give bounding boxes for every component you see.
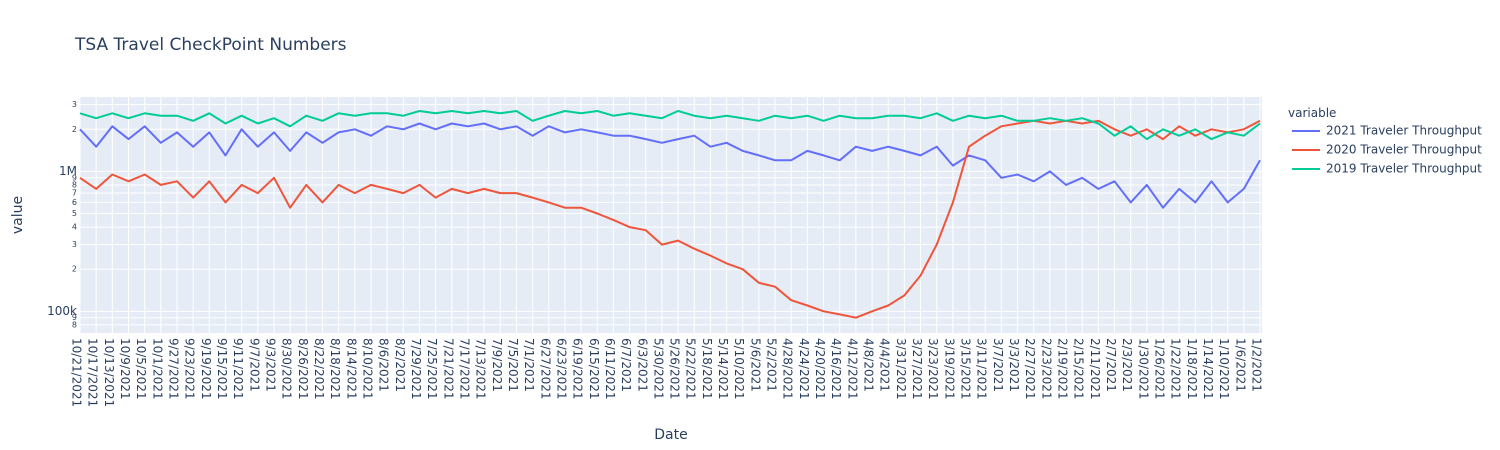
x-tick-label: 6/19/2021 — [571, 338, 585, 400]
x-tick-label: 5/6/2021 — [748, 338, 762, 392]
x-tick-label: 1/22/2021 — [1169, 338, 1183, 400]
x-tick-label: 5/22/2021 — [684, 338, 698, 400]
x-tick-label: 5/30/2021 — [651, 338, 665, 400]
x-tick-label: 4/20/2021 — [813, 338, 827, 400]
x-tick-label: 9/27/2021 — [166, 338, 180, 400]
x-tick-label: 10/1/2021 — [150, 338, 164, 400]
x-tick-label: 8/14/2021 — [344, 338, 358, 400]
y-tick-label: 100k — [47, 304, 77, 318]
x-tick-label: 2/3/2021 — [1120, 338, 1134, 392]
x-tick-label: 9/11/2021 — [231, 338, 245, 400]
y-axis-title: value — [10, 196, 26, 234]
x-tick-label: 2/19/2021 — [1056, 338, 1070, 400]
chart-title: TSA Travel CheckPoint Numbers — [74, 35, 347, 55]
x-tick-label: 3/19/2021 — [942, 338, 956, 400]
series-line — [79, 110, 1261, 141]
x-tick-label: 1/18/2021 — [1185, 338, 1199, 400]
x-tick-label: 9/23/2021 — [183, 338, 197, 400]
y-tick-label: 6 — [72, 198, 77, 207]
x-tick-label: 6/3/2021 — [635, 338, 649, 392]
legend-title: variable — [1288, 106, 1336, 120]
x-tick-label: 10/13/2021 — [102, 338, 116, 407]
y-tick-label: 7 — [72, 189, 77, 198]
x-tick-label: 1/30/2021 — [1136, 338, 1150, 400]
x-tick-label: 1/2/2021 — [1250, 338, 1264, 392]
x-tick-label: 6/15/2021 — [587, 338, 601, 400]
x-tick-label: 5/26/2021 — [668, 338, 682, 400]
x-tick-label: 10/5/2021 — [134, 338, 148, 400]
y-tick-label: 5 — [72, 209, 77, 218]
x-tick-label: 4/12/2021 — [845, 338, 859, 400]
x-tick-label: 4/4/2021 — [878, 338, 892, 392]
x-tick-label: 7/5/2021 — [506, 338, 520, 392]
y-tick-label: 8 — [72, 320, 77, 329]
x-tick-label: 7/9/2021 — [490, 338, 504, 392]
x-tick-label: 1/10/2021 — [1217, 338, 1231, 400]
x-tick-label: 5/18/2021 — [700, 338, 714, 400]
x-tick-label: 8/2/2021 — [393, 338, 407, 392]
legend-label: 2020 Traveler Throughput — [1326, 143, 1482, 157]
x-tick-label: 3/23/2021 — [926, 338, 940, 400]
x-tick-label: 6/11/2021 — [603, 338, 617, 400]
y-tick-label: 8 — [72, 180, 77, 189]
x-tick-label: 8/26/2021 — [296, 338, 310, 400]
x-axis-title: Date — [654, 427, 687, 443]
x-tick-label: 4/16/2021 — [829, 338, 843, 400]
x-tick-label: 3/15/2021 — [959, 338, 973, 400]
x-tick-label: 2/7/2021 — [1104, 338, 1118, 392]
y-tick-label: 2 — [72, 265, 77, 274]
x-tick-label: 7/29/2021 — [409, 338, 423, 400]
x-tick-label: 4/8/2021 — [862, 338, 876, 392]
legend-label: 2021 Traveler Throughput — [1326, 124, 1482, 138]
series-line — [79, 122, 1261, 209]
x-tick-label: 8/22/2021 — [312, 338, 326, 400]
x-tick-label: 4/24/2021 — [797, 338, 811, 400]
x-tick-label: 3/3/2021 — [1007, 338, 1021, 392]
x-tick-label: 7/25/2021 — [425, 338, 439, 400]
x-tick-label: 7/13/2021 — [474, 338, 488, 400]
x-tick-label: 4/28/2021 — [781, 338, 795, 400]
x-tick-label: 5/2/2021 — [765, 338, 779, 392]
x-tick-label: 8/6/2021 — [377, 338, 391, 392]
x-tick-label: 2/11/2021 — [1088, 338, 1102, 400]
x-tick-label: 3/31/2021 — [894, 338, 908, 400]
x-tick-label: 2/15/2021 — [1072, 338, 1086, 400]
x-tick-label: 5/14/2021 — [716, 338, 730, 400]
y-tick-label: 9 — [72, 313, 77, 322]
x-tick-label: 6/7/2021 — [619, 338, 633, 392]
x-tick-label: 9/15/2021 — [215, 338, 229, 400]
x-tick-label: 5/10/2021 — [732, 338, 746, 400]
y-tick-label: 3 — [72, 240, 77, 249]
x-tick-label: 3/11/2021 — [975, 338, 989, 400]
x-tick-label: 6/27/2021 — [538, 338, 552, 400]
x-tick-label: 9/7/2021 — [247, 338, 261, 392]
x-tick-label: 1/26/2021 — [1153, 338, 1167, 400]
x-tick-label: 3/27/2021 — [910, 338, 924, 400]
x-tick-label: 9/19/2021 — [199, 338, 213, 400]
y-tick-label: 2 — [72, 125, 77, 134]
x-tick-label: 8/30/2021 — [280, 338, 294, 400]
x-tick-label: 7/21/2021 — [441, 338, 455, 400]
x-tick-label: 8/18/2021 — [328, 338, 342, 400]
x-tick-label: 10/9/2021 — [118, 338, 132, 400]
x-tick-label: 8/10/2021 — [360, 338, 374, 400]
x-tick-label: 2/27/2021 — [1023, 338, 1037, 400]
x-tick-label: 10/17/2021 — [86, 338, 100, 407]
x-tick-label: 2/23/2021 — [1039, 338, 1053, 400]
y-tick-label: 1M — [59, 164, 77, 178]
y-tick-label: 9 — [72, 173, 77, 182]
y-tick-label: 4 — [72, 223, 77, 232]
x-tick-label: 6/23/2021 — [554, 338, 568, 400]
x-tick-label: 9/3/2021 — [263, 338, 277, 392]
x-tick-label: 7/1/2021 — [522, 338, 536, 392]
x-tick-label: 7/17/2021 — [457, 338, 471, 400]
plot-background — [80, 97, 1262, 333]
x-tick-label: 1/6/2021 — [1233, 338, 1247, 392]
x-tick-label: 3/7/2021 — [991, 338, 1005, 392]
legend-label: 2019 Traveler Throughput — [1326, 162, 1482, 176]
x-tick-label: 10/21/2021 — [70, 338, 84, 407]
x-tick-label: 1/14/2021 — [1201, 338, 1215, 400]
y-tick-label: 3 — [72, 100, 77, 109]
